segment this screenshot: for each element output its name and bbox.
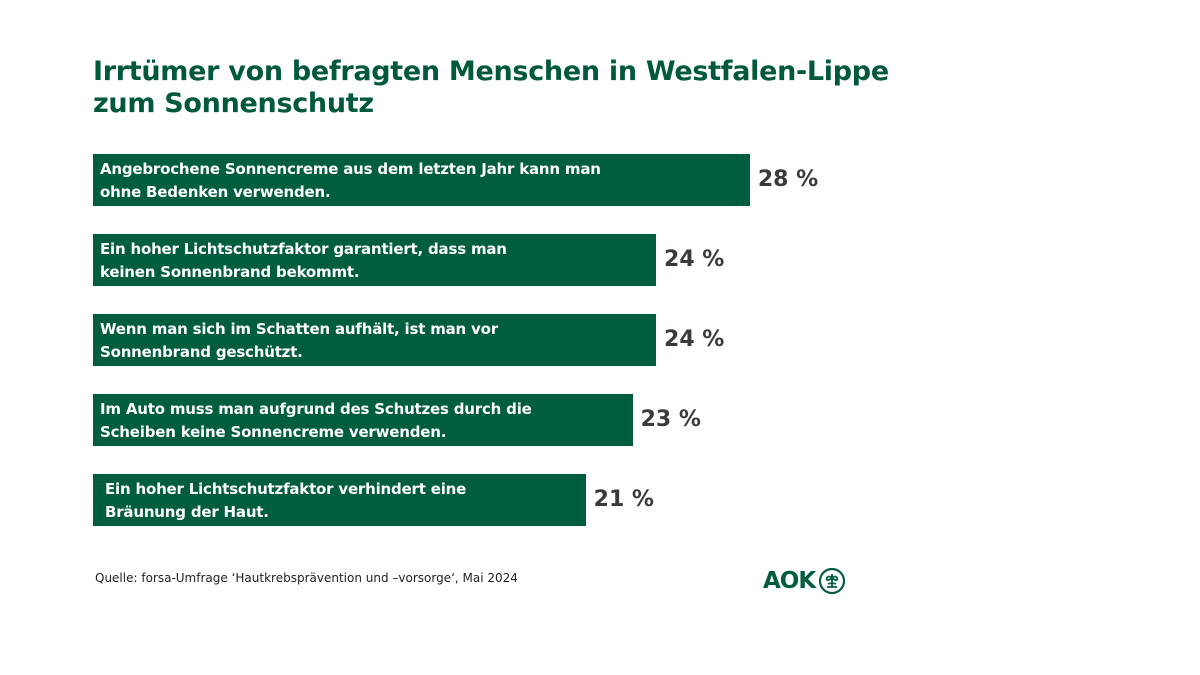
bar-label-line: Ein hoher Lichtschutzfaktor verhindert e… (105, 480, 467, 498)
bar-label: Ein hoher Lichtschutzfaktor garantiert, … (100, 238, 656, 284)
bar-label-line: Sonnenbrand geschützt. (100, 343, 303, 361)
title-line-1: Irrtümer von befragten Menschen in Westf… (93, 56, 889, 87)
bar-label-line: ohne Bedenken verwenden. (100, 183, 331, 201)
value-label: 24 % (664, 247, 725, 272)
bar-1: Angebrochene Sonnencreme aus dem letzten… (93, 154, 750, 206)
value-label: 28 % (757, 167, 819, 192)
bar-label-line: Ein hoher Lichtschutzfaktor garantiert, … (100, 240, 507, 258)
bar-label-line: Im Auto muss man aufgrund des Schutzes d… (100, 400, 532, 418)
bar-label-line: Scheiben keine Sonnencreme verwenden. (100, 423, 447, 441)
bar-4: Im Auto muss man aufgrund des Schutzes d… (93, 394, 633, 446)
bar-label-line: Bräunung der Haut. (105, 503, 269, 521)
title-line-2: zum Sonnenschutz (93, 88, 374, 119)
aok-logo: AOK (763, 567, 846, 595)
source-note: Quelle: forsa-Umfrage ‘Hautkrebspräventi… (95, 571, 518, 585)
bar-2: Ein hoher Lichtschutzfaktor garantiert, … (93, 234, 657, 286)
bar-3: Wenn man sich im Schatten aufhält, ist m… (93, 314, 657, 366)
value-label: 24 % (664, 327, 725, 352)
bar-label-line: Angebrochene Sonnencreme aus dem letzten… (100, 160, 601, 178)
bar-label: Wenn man sich im Schatten aufhält, ist m… (100, 318, 656, 364)
value-label: 23 % (640, 407, 701, 432)
bar-label: Im Auto muss man aufgrund des Schutzes d… (100, 398, 633, 444)
aok-tree-logo-icon (819, 567, 846, 595)
bar-label: Ein hoher Lichtschutzfaktor verhindert e… (105, 478, 586, 524)
chart-title: Irrtümer von befragten Menschen in Westf… (93, 56, 889, 120)
bar-label-line: Wenn man sich im Schatten aufhält, ist m… (100, 320, 498, 338)
bar-label: Angebrochene Sonnencreme aus dem letzten… (100, 158, 750, 204)
bar-label-line: keinen Sonnenbrand bekommt. (100, 263, 360, 281)
value-label: 21 % (593, 487, 654, 512)
logo-text: AOK (763, 568, 816, 594)
bar-5: Ein hoher Lichtschutzfaktor verhindert e… (93, 474, 586, 526)
